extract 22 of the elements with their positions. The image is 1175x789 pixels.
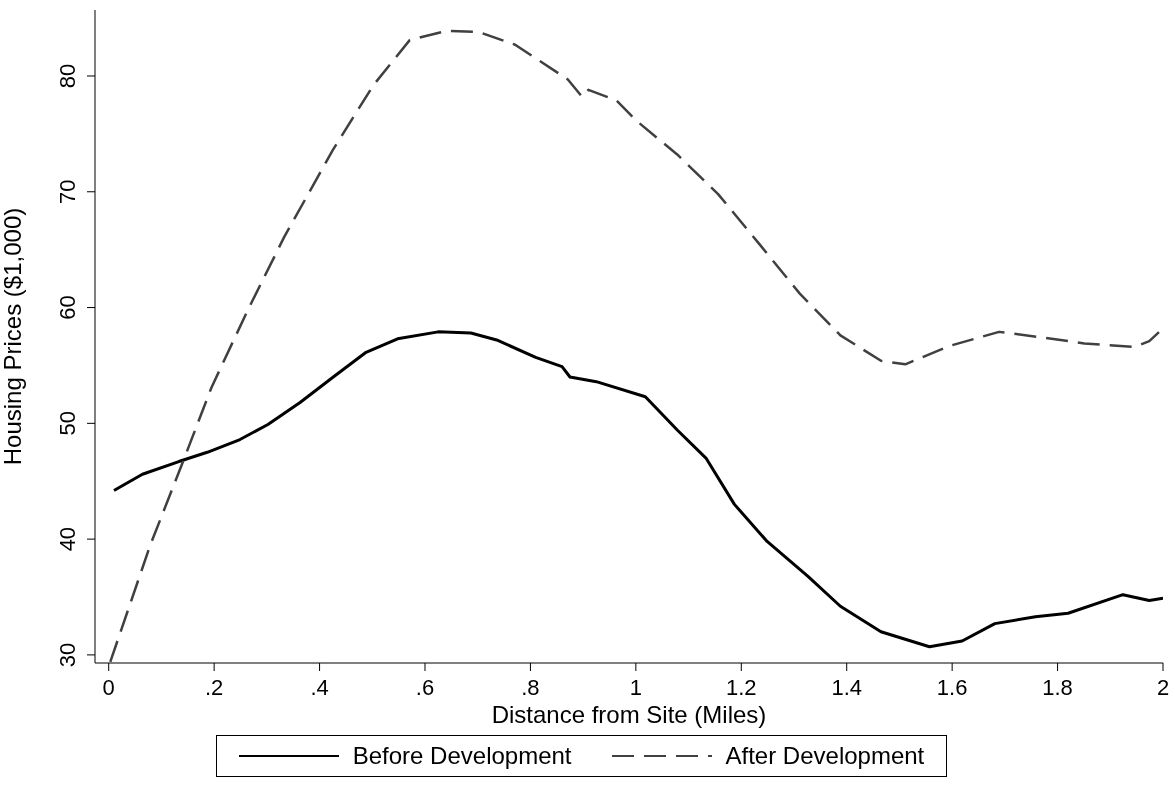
x-tick-label: 1.2 — [725, 675, 757, 700]
x-tick-label: .2 — [204, 675, 224, 700]
y-tick-label: 70 — [55, 179, 80, 205]
line-series — [112, 330, 1163, 649]
x-tick-label: 1.6 — [936, 675, 968, 700]
y-tick-label: 60 — [55, 295, 80, 320]
x-tick-label: 1 — [629, 675, 642, 700]
legend-label: After Development — [725, 742, 925, 770]
y-tick-label: 80 — [55, 63, 80, 89]
x-tick-label: 1.8 — [1042, 675, 1073, 700]
y-axis-title: Housing Prices ($1,000) — [0, 207, 26, 466]
x-tick-label: .6 — [415, 675, 435, 700]
y-tick-label: 50 — [55, 411, 80, 436]
x-tick-label: 1.4 — [831, 675, 863, 700]
x-axis-title: Distance from Site (Miles) — [491, 701, 767, 728]
x-tick-label: .4 — [310, 675, 329, 700]
x-tick-label: .8 — [521, 675, 540, 700]
legend-label: Before Development — [352, 742, 572, 770]
y-tick-label: 30 — [55, 642, 80, 668]
x-tick-label: 2 — [1156, 675, 1170, 700]
x-tick-label: 0 — [102, 675, 115, 700]
y-tick-label: 40 — [55, 526, 80, 552]
